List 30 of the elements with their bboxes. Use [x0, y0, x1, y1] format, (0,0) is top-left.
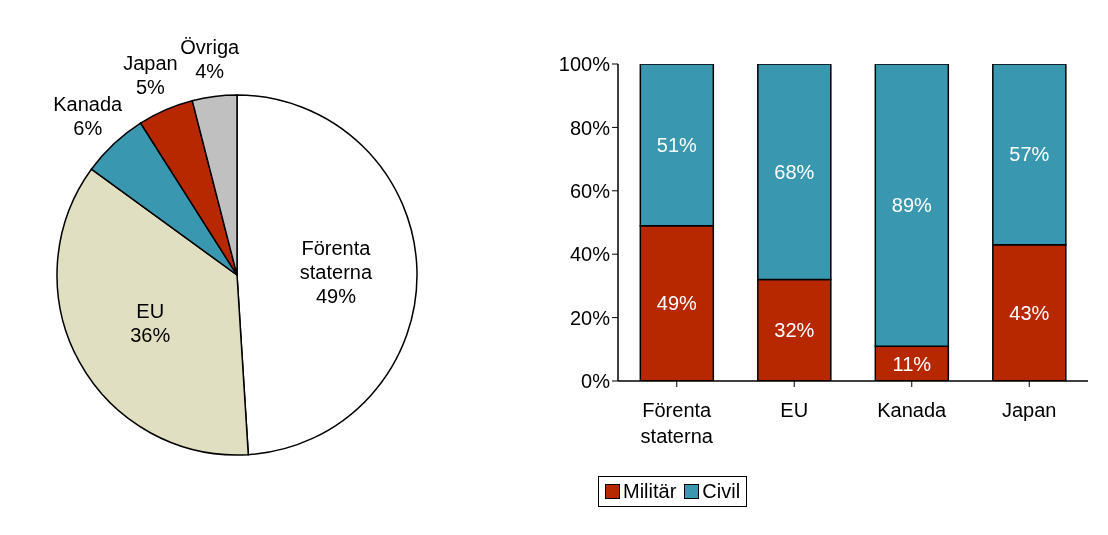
x-tick-label: EU — [780, 399, 809, 422]
data-label: 32% — [774, 319, 815, 342]
data-label: 4% — [195, 59, 225, 82]
y-tick-label: 0% — [581, 370, 611, 393]
slice-label: Japan — [123, 51, 178, 74]
data-label: 5% — [135, 75, 166, 98]
legend-label: Civil — [701, 480, 741, 503]
data-label: 51% — [656, 133, 698, 156]
y-tick-label: 60% — [569, 179, 611, 202]
data-label: 49% — [656, 292, 698, 315]
y-tick-label: 40% — [569, 243, 611, 266]
x-tick-label: Kanada — [877, 399, 948, 422]
slice-label: Kanada — [53, 93, 124, 116]
x-tick-label: Förenta staterna — [640, 399, 714, 448]
y-tick-label: 100% — [558, 53, 611, 76]
data-label: 36% — [130, 323, 171, 346]
data-label: 89% — [891, 194, 933, 217]
x-tick-label: Japan — [1002, 399, 1057, 422]
data-label: 49% — [315, 284, 357, 307]
slice-label: EU — [136, 299, 165, 322]
slice-label: Övriga — [180, 35, 241, 58]
data-label: 43% — [1009, 301, 1050, 324]
legend-label: Militär — [622, 480, 677, 503]
slice-label: Förenta staterna — [299, 236, 373, 283]
data-label: 68% — [774, 160, 815, 183]
data-label: 6% — [73, 117, 103, 140]
data-label: 11% — [892, 352, 932, 375]
data-label: 57% — [1009, 143, 1050, 166]
y-tick-label: 20% — [569, 306, 611, 329]
y-tick-label: 80% — [569, 116, 611, 139]
